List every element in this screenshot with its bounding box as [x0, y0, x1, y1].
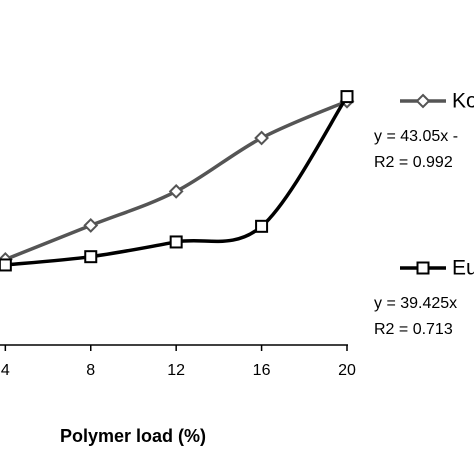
legend-marker	[415, 93, 431, 109]
x-axis-title: Polymer load (%)	[60, 426, 206, 446]
data-point	[0, 258, 12, 272]
x-tick-label: 4	[1, 362, 10, 379]
trend-r2: R2 = 0.713	[374, 321, 453, 338]
trend-r2: R2 = 0.992	[374, 154, 453, 171]
data-point	[254, 130, 269, 146]
data-point	[169, 235, 183, 249]
data-point	[84, 250, 98, 264]
data-point	[83, 217, 99, 233]
legend-marker	[416, 261, 430, 275]
x-tick-label: 20	[338, 362, 356, 379]
trend-equation: y = 43.05x -	[374, 128, 458, 145]
data-point	[255, 219, 269, 233]
legend-label: Ko	[452, 90, 474, 113]
data-point	[340, 90, 354, 104]
x-tick-label: 16	[253, 362, 271, 379]
x-tick-label: 12	[167, 362, 185, 379]
legend-label: Eu	[452, 257, 474, 280]
data-point	[168, 183, 184, 199]
x-tick-label: 8	[86, 362, 95, 379]
trend-equation: y = 39.425x	[374, 295, 457, 312]
